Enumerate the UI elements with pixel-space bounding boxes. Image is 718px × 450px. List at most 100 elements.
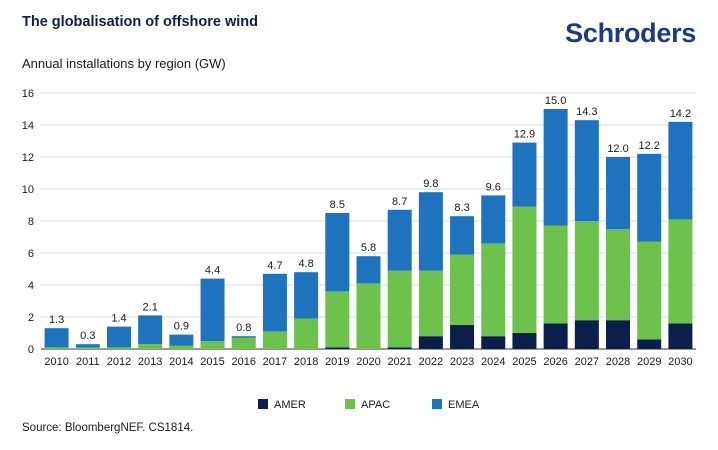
bar-emea-2014	[169, 334, 194, 346]
legend-swatch-amer	[258, 399, 268, 409]
bar-amer-2027	[574, 320, 599, 349]
bar-amer-2026	[543, 323, 568, 349]
bar-apac-2013	[138, 344, 163, 349]
bar-apac-2029	[637, 241, 662, 340]
y-tick-label: 14	[22, 120, 34, 132]
legend-swatch-emea	[432, 399, 442, 409]
bar-apac-2027	[574, 221, 599, 321]
chart-title: The globalisation of offshore wind	[22, 14, 259, 30]
x-tick-label: 2025	[512, 356, 536, 368]
bar-emea-2013	[138, 315, 163, 345]
legend-swatch-apac	[345, 399, 355, 409]
legend-label-emea: EMEA	[448, 399, 480, 411]
bar-emea-2015	[200, 278, 225, 341]
x-tick-label: 2018	[294, 356, 318, 368]
y-tick-label: 16	[22, 88, 34, 100]
x-tick-label: 2012	[107, 356, 131, 368]
total-label-2014: 0.9	[174, 321, 189, 333]
total-label-2029: 12.2	[639, 140, 660, 152]
bar-amer-2023	[450, 325, 475, 349]
bar-emea-2016	[231, 336, 256, 338]
bar-emea-2028	[606, 157, 631, 229]
total-label-2027: 14.3	[576, 106, 597, 118]
bar-apac-2010	[44, 347, 69, 349]
bar-emea-2027	[574, 120, 599, 221]
x-tick-label: 2010	[44, 356, 68, 368]
total-label-2020: 5.8	[361, 242, 376, 254]
total-label-2013: 2.1	[143, 301, 158, 313]
bar-apac-2017	[262, 331, 287, 349]
bar-apac-2023	[450, 254, 475, 325]
bar-emea-2020	[356, 256, 381, 284]
bar-emea-2010	[44, 328, 69, 348]
total-label-2024: 9.6	[486, 181, 501, 193]
x-tick-label: 2026	[543, 356, 567, 368]
y-tick-label: 4	[28, 280, 34, 292]
total-label-2017: 4.7	[267, 260, 282, 272]
bar-apac-2020	[356, 283, 381, 349]
bar-emea-2026	[543, 109, 568, 226]
bars	[44, 109, 693, 349]
legend-label-amer: AMER	[274, 399, 306, 411]
x-tick-label: 2016	[231, 356, 255, 368]
x-tick-label: 2024	[481, 356, 505, 368]
total-label-2011: 0.3	[80, 330, 95, 342]
x-tick-label: 2028	[606, 356, 630, 368]
legend-label-apac: APAC	[361, 399, 390, 411]
x-tick-label: 2019	[325, 356, 349, 368]
x-tick-label: 2021	[387, 356, 411, 368]
total-label-2025: 12.9	[514, 129, 535, 141]
total-label-2028: 12.0	[607, 143, 628, 155]
bar-emea-2030	[668, 121, 693, 220]
bar-apac-2025	[512, 206, 537, 333]
brand-logo: Schroders	[565, 18, 696, 48]
bar-apac-2030	[668, 219, 693, 324]
bar-apac-2016	[231, 337, 256, 349]
total-label-2021: 8.7	[392, 196, 407, 208]
bar-emea-2011	[75, 344, 100, 348]
total-label-2023: 8.3	[454, 202, 469, 214]
bar-amer-2028	[606, 320, 631, 349]
y-tick-label: 0	[28, 344, 34, 356]
total-label-2010: 1.3	[49, 314, 64, 326]
bar-apac-2014	[169, 345, 194, 349]
labels: 0 2 4 6 8 10 12 14 16 1.3 2010 0.3 2011 1.4 2012 2.1 201…	[22, 88, 693, 368]
x-tick-label: 2027	[575, 356, 599, 368]
bar-emea-2019	[325, 213, 350, 292]
x-tick-label: 2014	[169, 356, 193, 368]
bar-apac-2026	[543, 225, 568, 324]
bar-apac-2028	[606, 229, 631, 321]
bar-emea-2023	[450, 216, 475, 255]
y-tick-label: 2	[28, 312, 34, 324]
bar-emea-2018	[294, 272, 319, 319]
x-tick-label: 2022	[419, 356, 443, 368]
bar-emea-2017	[262, 273, 287, 332]
bar-amer-2029	[637, 339, 662, 349]
bar-apac-2019	[325, 291, 350, 348]
bar-amer-2021	[387, 347, 412, 349]
x-tick-label: 2020	[356, 356, 380, 368]
x-tick-label: 2030	[668, 356, 692, 368]
x-tick-label: 2029	[637, 356, 661, 368]
bar-emea-2012	[106, 326, 131, 348]
total-label-2012: 1.4	[111, 313, 126, 325]
bar-apac-2018	[294, 318, 319, 349]
total-label-2018: 4.8	[298, 258, 313, 270]
total-label-2030: 14.2	[670, 108, 691, 120]
bar-apac-2011	[75, 347, 100, 349]
total-label-2015: 4.4	[205, 265, 220, 277]
y-tick-label: 10	[22, 184, 34, 196]
y-tick-label: 6	[28, 248, 34, 260]
bar-emea-2024	[481, 195, 506, 244]
bar-apac-2022	[418, 270, 443, 337]
x-tick-label: 2017	[263, 356, 287, 368]
x-tick-label: 2023	[450, 356, 474, 368]
total-label-2016: 0.8	[236, 322, 251, 334]
bar-amer-2024	[481, 336, 506, 349]
total-label-2026: 15.0	[545, 95, 566, 107]
x-tick-label: 2015	[200, 356, 224, 368]
legend: AMER APAC EMEA	[258, 399, 480, 411]
bar-apac-2012	[106, 347, 131, 349]
bar-emea-2029	[637, 153, 662, 242]
